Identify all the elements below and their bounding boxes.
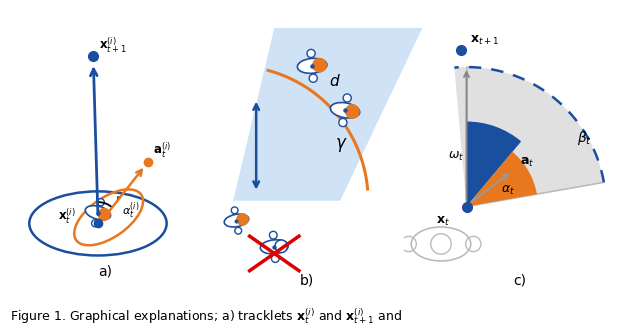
Text: $r$: $r$ bbox=[115, 193, 122, 204]
Polygon shape bbox=[233, 28, 422, 201]
Text: $\alpha_t$: $\alpha_t$ bbox=[500, 184, 515, 197]
Ellipse shape bbox=[298, 58, 327, 73]
Ellipse shape bbox=[237, 214, 248, 225]
Ellipse shape bbox=[330, 102, 360, 118]
Ellipse shape bbox=[346, 105, 359, 118]
Ellipse shape bbox=[339, 119, 347, 127]
Wedge shape bbox=[454, 67, 604, 207]
Text: $\beta_t$: $\beta_t$ bbox=[577, 129, 592, 147]
Ellipse shape bbox=[307, 49, 315, 57]
Ellipse shape bbox=[97, 199, 104, 206]
Ellipse shape bbox=[92, 220, 99, 227]
Wedge shape bbox=[467, 122, 521, 207]
Ellipse shape bbox=[99, 209, 110, 220]
Ellipse shape bbox=[85, 206, 111, 220]
Wedge shape bbox=[467, 152, 537, 207]
Text: $\omega_t$: $\omega_t$ bbox=[448, 150, 464, 163]
Ellipse shape bbox=[313, 59, 326, 72]
Text: $\mathbf{a}^{(i)}_t$: $\mathbf{a}^{(i)}_t$ bbox=[153, 141, 171, 160]
Ellipse shape bbox=[269, 231, 277, 239]
Text: $\mathbf{a}_t$: $\mathbf{a}_t$ bbox=[520, 156, 534, 169]
Text: $\mathbf{x}^{(i)}_t$: $\mathbf{x}^{(i)}_t$ bbox=[58, 206, 76, 226]
Ellipse shape bbox=[231, 207, 238, 214]
Ellipse shape bbox=[224, 214, 248, 227]
Text: $\alpha^{(i)}_t$: $\alpha^{(i)}_t$ bbox=[122, 200, 140, 221]
Ellipse shape bbox=[260, 240, 288, 254]
Text: $\mathbf{x}^{(i)}_{t+1}$: $\mathbf{x}^{(i)}_{t+1}$ bbox=[99, 35, 127, 55]
Text: $\mathbf{x}_{t+1}$: $\mathbf{x}_{t+1}$ bbox=[470, 34, 499, 47]
Text: $d$: $d$ bbox=[328, 73, 340, 88]
Ellipse shape bbox=[309, 74, 317, 82]
Text: a): a) bbox=[99, 264, 113, 278]
Ellipse shape bbox=[235, 227, 242, 234]
Text: $\gamma$: $\gamma$ bbox=[335, 136, 348, 154]
Text: b): b) bbox=[300, 274, 314, 288]
Text: c): c) bbox=[513, 274, 525, 288]
Ellipse shape bbox=[275, 240, 287, 252]
Text: Figure 1. Graphical explanations; a) tracklets $\mathbf{x}_t^{(i)}$ and $\mathbf: Figure 1. Graphical explanations; a) tra… bbox=[10, 306, 402, 324]
Text: $\mathbf{x}_t$: $\mathbf{x}_t$ bbox=[436, 214, 450, 228]
Ellipse shape bbox=[343, 94, 351, 102]
Ellipse shape bbox=[271, 255, 279, 262]
